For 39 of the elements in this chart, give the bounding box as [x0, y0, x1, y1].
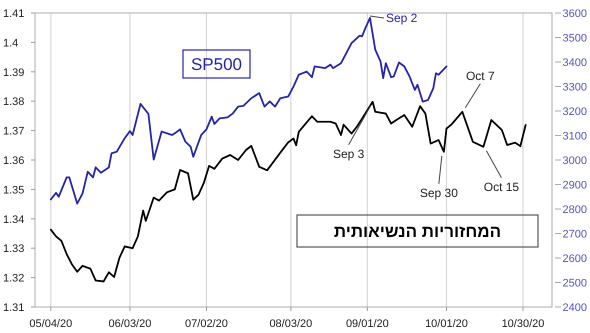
y2-tick-label: 3600	[562, 8, 587, 20]
annotation: Oct 7	[466, 68, 495, 83]
annotation: Oct 15	[484, 180, 520, 194]
x-tick-label: 10/30/20	[502, 318, 544, 330]
y-tick-label: 1.33	[3, 243, 24, 256]
x-tick-label: 10/01/20	[425, 318, 468, 330]
x-tick-label: 09/01/20	[346, 318, 389, 330]
y-tick-label: 1.35	[3, 184, 24, 196]
y-tick-label: 1.38	[3, 96, 24, 108]
text: המחזוריות הנשיאותית	[334, 222, 502, 241]
series-label: SP500	[190, 55, 242, 74]
y2-tick-label: 3000	[562, 155, 587, 167]
y-tick-label: 1.34	[3, 214, 24, 226]
y2-tick-label: 2900	[562, 180, 587, 192]
y2-tick-label: 2700	[562, 228, 587, 240]
y2-tick-label: 3200	[562, 106, 587, 118]
x-tick-label: 08/03/20	[269, 318, 312, 330]
x-tick-label: 07/02/20	[185, 318, 228, 330]
y2-tick-label: 2800	[562, 204, 587, 216]
y2-tick-label: 2500	[562, 278, 587, 290]
y-tick-label: 1.36	[3, 155, 24, 167]
annotation: Sep 2	[386, 11, 418, 25]
y-tick-label: 1.39	[3, 66, 24, 79]
annotation: Sep 3	[332, 146, 365, 161]
y-tick-label: 1.37	[3, 126, 24, 138]
y2-tick-label: 3400	[562, 57, 587, 69]
y2-tick-label: 2600	[562, 253, 587, 265]
y2-tick-label: 2400	[562, 302, 587, 314]
y-tick-label: 1.4	[3, 37, 18, 50]
y2-tick-label: 3300	[562, 82, 587, 94]
line-series	[50, 100, 527, 282]
y2-tick-label: 3500	[562, 32, 587, 44]
x-tick-label: 05/04/20	[29, 318, 72, 330]
y-tick-label: 1.41	[3, 8, 24, 20]
y-tick-label: 1.31	[3, 302, 24, 314]
y-tick-label: 1.32	[3, 272, 24, 285]
x-tick-label: 06/03/20	[108, 318, 152, 330]
y2-tick-label: 3100	[562, 130, 587, 142]
annotation: Sep 30	[420, 186, 458, 200]
